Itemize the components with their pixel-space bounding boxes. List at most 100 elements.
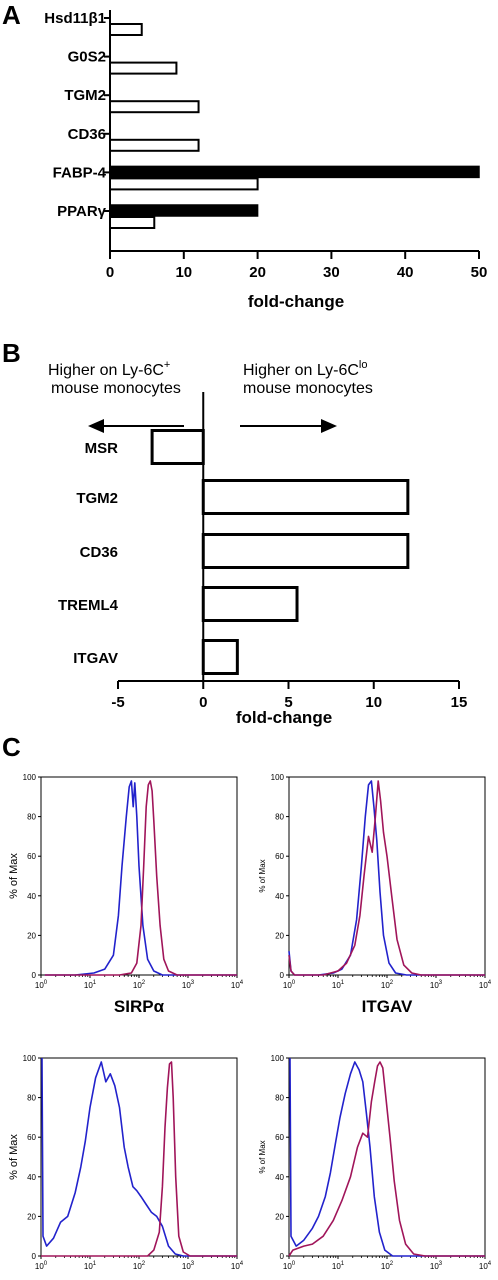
histogram-line-blue xyxy=(289,1057,485,1257)
panel-a-bar-black xyxy=(109,165,480,179)
histogram-y-label: % of Max xyxy=(8,853,20,899)
histogram-y-tick-label: 100 xyxy=(23,773,37,782)
histogram-y-label: % of Max xyxy=(8,1134,20,1180)
panel-b-category-label: TGM2 xyxy=(76,490,118,507)
panel-b-x-tick-label: -5 xyxy=(111,694,124,711)
histogram-y-tick-label: 60 xyxy=(275,852,284,861)
panel-b-xlabel: fold-change xyxy=(236,708,332,727)
panel-b-category-label: MSR xyxy=(85,440,119,457)
histogram-line-blue xyxy=(288,780,485,976)
panel-a-category-label: G0S2 xyxy=(68,49,106,66)
histogram-x-label: CD204/MSR-1 xyxy=(332,1278,443,1280)
panel-a-bar-white xyxy=(109,23,143,36)
histogram-y-tick-label: 40 xyxy=(27,892,36,901)
histogram-y-tick-label: 40 xyxy=(275,1173,284,1182)
histogram-y-tick-label: 20 xyxy=(27,931,36,940)
panel-b-label: B xyxy=(2,338,21,368)
histogram-x-tick-label: 104 xyxy=(231,1261,244,1271)
histogram-x-tick-label: 101 xyxy=(332,1261,345,1271)
panel-a-bar-white xyxy=(109,177,259,191)
panel-a-x-tick-label: 20 xyxy=(249,264,266,281)
panel-b-bar xyxy=(201,639,239,675)
histogram-frame xyxy=(288,776,486,976)
panel-a-label: A xyxy=(2,0,21,30)
annotation-right-line1: Higher on Ly-6Clo xyxy=(243,359,367,379)
panel-a-chart: 0 10 20 30 40 50 Hsd11β1 G0S2 TGM2 CD36 FABP-4 PPAR… xyxy=(44,10,487,281)
histogram-x-tick-label: 104 xyxy=(479,980,492,990)
panel-b-bar xyxy=(150,429,205,465)
histogram-x-tick-label: 101 xyxy=(84,980,97,990)
histogram-x-label: ITGAV xyxy=(362,997,413,1016)
panel-b-x-tick-label: 5 xyxy=(284,694,292,711)
histogram-line-red xyxy=(288,1061,485,1257)
histogram-line-red xyxy=(41,1061,237,1257)
histogram-y-tick-label: 100 xyxy=(23,1054,37,1063)
histogram-y-tick-label: 0 xyxy=(280,1252,285,1261)
annotation-left-sup: + xyxy=(164,359,170,371)
histogram-y-label: % of Max xyxy=(258,1140,267,1173)
panel-b-bar xyxy=(201,533,410,569)
annotation-left-line2: mouse monocytes xyxy=(51,380,181,397)
panel-c-label: C xyxy=(2,732,21,762)
histogram-x-label: SIRPα xyxy=(114,997,165,1016)
panel-a-bar-white xyxy=(109,61,178,75)
histogram-x-tick-label: 102 xyxy=(133,1261,146,1271)
histogram-y-tick-label: 60 xyxy=(27,852,36,861)
histogram-y-tick-label: 40 xyxy=(275,892,284,901)
histogram-y-tick-label: 20 xyxy=(275,931,284,940)
panel-a-x-tick-label: 0 xyxy=(106,264,114,281)
panel-b-bar xyxy=(201,586,299,622)
histogram-line-blue xyxy=(41,1057,237,1257)
histogram-y-tick-label: 100 xyxy=(271,1054,285,1063)
histogram-y-tick-label: 80 xyxy=(275,1094,284,1103)
histogram-x-tick-label: 100 xyxy=(283,1261,296,1271)
histogram-x-tick-label: 100 xyxy=(35,980,48,990)
panel-b-bar xyxy=(201,479,410,515)
panel-a-category-label: TGM2 xyxy=(64,87,106,104)
panel-b-category-label: ITGAV xyxy=(73,650,118,667)
histogram-subplot: 0 20 40 60 80 100 100 101 102 103 104 % of Max TREML… xyxy=(8,1054,244,1280)
histogram-y-tick-label: 80 xyxy=(27,1094,36,1103)
histogram-frame xyxy=(288,1057,486,1257)
histogram-x-tick-label: 103 xyxy=(430,980,443,990)
histogram-y-tick-label: 100 xyxy=(271,773,285,782)
panel-a-x-tick-label: 10 xyxy=(175,264,192,281)
histogram-x-tick-label: 103 xyxy=(182,1261,195,1271)
histogram-y-tick-label: 60 xyxy=(275,1133,284,1142)
histogram-y-label: % of Max xyxy=(258,859,267,892)
histogram-x-tick-label: 102 xyxy=(381,1261,394,1271)
histogram-subplot: 0 20 40 60 80 100 100 101 102 103 104 % of Max SIRPα xyxy=(8,773,244,1016)
panel-a-category-label: PPARγ xyxy=(57,203,107,220)
histogram-x-tick-label: 102 xyxy=(381,980,394,990)
panel-b-category-label: CD36 xyxy=(80,544,118,561)
histogram-y-tick-label: 0 xyxy=(32,971,37,980)
histogram-y-tick-label: 60 xyxy=(27,1133,36,1142)
histogram-line-red xyxy=(44,780,237,976)
panel-a-x-tick-label: 30 xyxy=(323,264,340,281)
annotation-left-line1: Higher on Ly-6C+ xyxy=(48,359,170,379)
panel-a-bar-white xyxy=(109,138,200,152)
histogram-x-label: TREML4 xyxy=(105,1278,174,1280)
histogram-y-tick-label: 80 xyxy=(27,813,36,822)
panel-a-category-label: Hsd11β1 xyxy=(44,10,106,27)
histogram-x-tick-label: 103 xyxy=(182,980,195,990)
histogram-y-tick-label: 40 xyxy=(27,1173,36,1182)
panel-c-charts: 0 20 40 60 80 100 100 101 102 103 104 % of Max SIRPα… xyxy=(8,773,492,1280)
histogram-y-tick-label: 20 xyxy=(275,1212,284,1221)
histogram-subplot: 0 20 40 60 80 100 100 101 102 103 104 % of Max CD204… xyxy=(258,1054,492,1280)
panel-a-bar-white xyxy=(109,216,156,229)
histogram-x-tick-label: 104 xyxy=(479,1261,492,1271)
panel-a-x-tick-label: 50 xyxy=(471,264,488,281)
panel-a-xlabel: fold-change xyxy=(248,292,344,311)
histogram-x-tick-label: 104 xyxy=(231,980,244,990)
histogram-y-tick-label: 0 xyxy=(32,1252,37,1261)
histogram-line-blue xyxy=(44,780,237,976)
histogram-subplot: 0 20 40 60 80 100 100 101 102 103 104 % of Max ITGAV xyxy=(258,773,492,1016)
histogram-x-tick-label: 100 xyxy=(283,980,296,990)
panel-b-x-tick-label: 0 xyxy=(199,694,207,711)
panel-a-bar-white xyxy=(109,100,200,114)
histogram-x-tick-label: 103 xyxy=(430,1261,443,1271)
panel-a-category-label: CD36 xyxy=(68,126,106,143)
arrow-right-head xyxy=(321,419,337,433)
